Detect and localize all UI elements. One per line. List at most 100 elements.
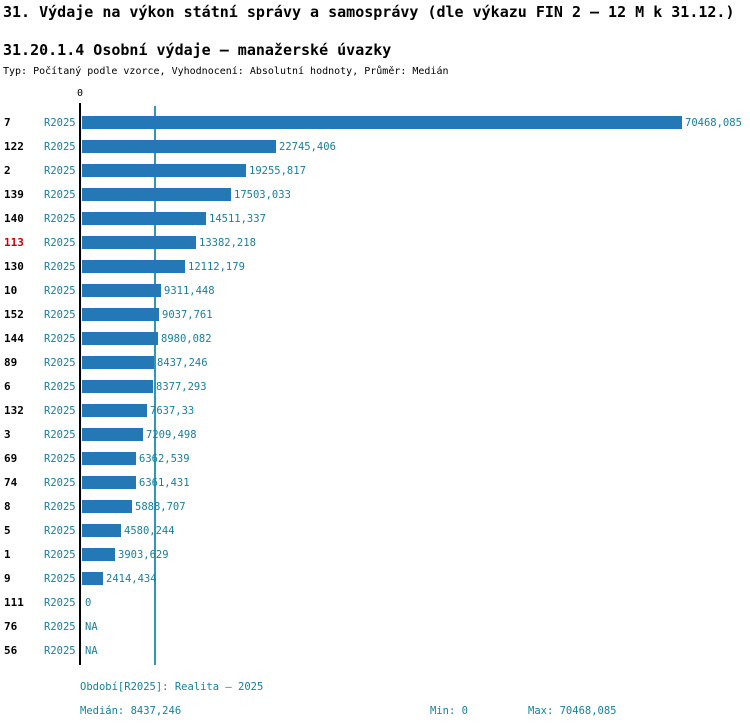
value-label: 7637,33 bbox=[150, 405, 195, 417]
bar[interactable] bbox=[82, 500, 132, 513]
category-label: 56 bbox=[4, 644, 18, 657]
indicator-meta: Typ: Počítaný podle vzorce, Vyhodnocení:… bbox=[3, 66, 449, 77]
bar[interactable] bbox=[82, 164, 246, 177]
max-stat: Max: 70468,085 bbox=[528, 705, 617, 717]
series-label: R2025 bbox=[44, 621, 76, 633]
category-label: 122 bbox=[4, 140, 24, 153]
series-label: R2025 bbox=[44, 213, 76, 225]
value-label: 2414,434 bbox=[106, 573, 157, 585]
value-label: 8980,082 bbox=[161, 333, 212, 345]
series-label: R2025 bbox=[44, 573, 76, 585]
chart-row: 56 R2025 NA bbox=[0, 639, 750, 663]
series-label: R2025 bbox=[44, 237, 76, 249]
chart-row: 5 R2025 4580,244 bbox=[0, 519, 750, 543]
category-label: 152 bbox=[4, 308, 24, 321]
category-label: 7 bbox=[4, 116, 11, 129]
chart-row: 113 R2025 13382,218 bbox=[0, 231, 750, 255]
series-label: R2025 bbox=[44, 549, 76, 561]
category-label: 89 bbox=[4, 356, 18, 369]
bar[interactable] bbox=[82, 212, 206, 225]
report-title: 31. Výdaje na výkon státní správy a samo… bbox=[3, 3, 735, 21]
category-label: 111 bbox=[4, 596, 24, 609]
bar[interactable] bbox=[82, 476, 136, 489]
series-label: R2025 bbox=[44, 189, 76, 201]
indicator-title: 31.20.1.4 Osobní výdaje – manažerské úva… bbox=[3, 41, 392, 59]
bar[interactable] bbox=[82, 140, 276, 153]
series-label: R2025 bbox=[44, 117, 76, 129]
series-label: R2025 bbox=[44, 477, 76, 489]
bar[interactable] bbox=[82, 356, 154, 369]
value-label: 12112,179 bbox=[188, 261, 245, 273]
series-label: R2025 bbox=[44, 645, 76, 657]
chart-row: 6 R2025 8377,293 bbox=[0, 375, 750, 399]
series-label: R2025 bbox=[44, 333, 76, 345]
value-label: 8377,293 bbox=[156, 381, 207, 393]
series-label: R2025 bbox=[44, 597, 76, 609]
bar[interactable] bbox=[82, 332, 158, 345]
chart-rows: 7 R2025 70468,085 122 R2025 22745,406 2 R2025 19… bbox=[0, 111, 750, 663]
bar[interactable] bbox=[82, 452, 136, 465]
chart-row: 9 R2025 2414,434 bbox=[0, 567, 750, 591]
bar[interactable] bbox=[82, 572, 103, 585]
series-label: R2025 bbox=[44, 261, 76, 273]
bar[interactable] bbox=[82, 308, 159, 321]
x-axis-zero-label: 0 bbox=[76, 88, 84, 99]
bar[interactable] bbox=[82, 380, 153, 393]
value-label: NA bbox=[85, 645, 98, 657]
bar[interactable] bbox=[82, 284, 161, 297]
chart-row: 144 R2025 8980,082 bbox=[0, 327, 750, 351]
bar[interactable] bbox=[82, 428, 143, 441]
chart-row: 122 R2025 22745,406 bbox=[0, 135, 750, 159]
category-label: 74 bbox=[4, 476, 18, 489]
chart-row: 152 R2025 9037,761 bbox=[0, 303, 750, 327]
chart-row: 74 R2025 6361,431 bbox=[0, 471, 750, 495]
category-label: 8 bbox=[4, 500, 11, 513]
chart-row: 132 R2025 7637,33 bbox=[0, 399, 750, 423]
chart-row: 111 R2025 0 bbox=[0, 591, 750, 615]
chart-row: 139 R2025 17503,033 bbox=[0, 183, 750, 207]
category-label: 76 bbox=[4, 620, 18, 633]
chart-row: 69 R2025 6362,539 bbox=[0, 447, 750, 471]
bar[interactable] bbox=[82, 116, 682, 129]
value-label: 6361,431 bbox=[139, 477, 190, 489]
value-label: 14511,337 bbox=[209, 213, 266, 225]
category-label: 144 bbox=[4, 332, 24, 345]
value-label: 7209,498 bbox=[146, 429, 197, 441]
category-label: 132 bbox=[4, 404, 24, 417]
series-label: R2025 bbox=[44, 525, 76, 537]
value-label: 19255,817 bbox=[249, 165, 306, 177]
value-label: 9311,448 bbox=[164, 285, 215, 297]
chart-row: 2 R2025 19255,817 bbox=[0, 159, 750, 183]
series-label: R2025 bbox=[44, 381, 76, 393]
bar[interactable] bbox=[82, 524, 121, 537]
chart-row: 130 R2025 12112,179 bbox=[0, 255, 750, 279]
bar[interactable] bbox=[82, 548, 115, 561]
value-label: 70468,085 bbox=[685, 117, 742, 129]
bar[interactable] bbox=[82, 404, 147, 417]
chart-row: 140 R2025 14511,337 bbox=[0, 207, 750, 231]
category-label: 130 bbox=[4, 260, 24, 273]
value-label: 9037,761 bbox=[162, 309, 213, 321]
bar[interactable] bbox=[82, 188, 231, 201]
series-label: R2025 bbox=[44, 405, 76, 417]
value-label: 22745,406 bbox=[279, 141, 336, 153]
series-label: R2025 bbox=[44, 165, 76, 177]
value-label: 8437,246 bbox=[157, 357, 208, 369]
category-label: 139 bbox=[4, 188, 24, 201]
y-axis-line bbox=[79, 103, 81, 665]
bar[interactable] bbox=[82, 260, 185, 273]
series-label: R2025 bbox=[44, 501, 76, 513]
series-label: R2025 bbox=[44, 357, 76, 369]
value-label: 5888,707 bbox=[135, 501, 186, 513]
chart-row: 8 R2025 5888,707 bbox=[0, 495, 750, 519]
series-label: R2025 bbox=[44, 453, 76, 465]
chart-row: 1 R2025 3903,629 bbox=[0, 543, 750, 567]
category-label: 10 bbox=[4, 284, 18, 297]
category-label: 113 bbox=[4, 236, 24, 249]
chart-row: 10 R2025 9311,448 bbox=[0, 279, 750, 303]
series-label: R2025 bbox=[44, 285, 76, 297]
value-label: 4580,244 bbox=[124, 525, 175, 537]
category-label: 140 bbox=[4, 212, 24, 225]
category-label: 5 bbox=[4, 524, 11, 537]
bar[interactable] bbox=[82, 236, 196, 249]
